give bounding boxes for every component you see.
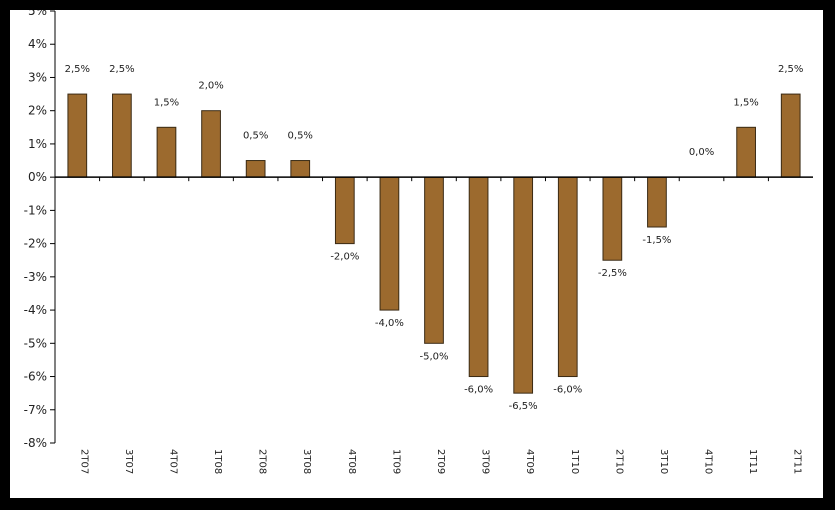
bar-2T07 — [67, 93, 88, 178]
bar-1T08 — [201, 110, 221, 178]
y-tick-label: 3% — [28, 70, 47, 84]
bars — [67, 93, 801, 394]
data-label-2T10: -2,5% — [598, 268, 627, 279]
y-tick-label: -7% — [24, 403, 47, 417]
x-tick-label-4T08: 4T08 — [346, 449, 357, 474]
bar-2T08 — [245, 160, 266, 178]
x-tick-label-2T09: 2T09 — [435, 449, 446, 474]
x-tick-label-1T10: 1T10 — [569, 449, 580, 474]
bar-3T10 — [647, 176, 667, 228]
bar-1T09 — [379, 176, 400, 311]
y-tick-label: -2% — [24, 237, 47, 251]
data-label-2T11: 2,5% — [778, 64, 803, 75]
bar-chart: 5% 4% 3% 2% 1% 0% -1% -2% -3% -4% -5% -6% -7% -8% 2,5… — [24, 10, 813, 474]
y-tick-label: 2% — [28, 104, 47, 118]
data-label-4T09: -6,5% — [509, 401, 538, 412]
data-label-2T07: 2,5% — [65, 64, 90, 75]
x-tick-label-2T08: 2T08 — [257, 449, 268, 474]
data-label-3T09: -6,0% — [464, 385, 493, 396]
x-tick-label-4T07: 4T07 — [167, 449, 178, 474]
x-tick-label-3T09: 3T09 — [480, 449, 491, 474]
y-tick-label: -4% — [24, 303, 47, 317]
y-tick-label: 5% — [28, 10, 47, 18]
bar-2T11 — [780, 93, 801, 178]
data-label-1T10: -6,0% — [553, 385, 582, 396]
x-tick-label-3T08: 3T08 — [301, 449, 312, 474]
y-tick-label: -3% — [24, 270, 47, 284]
data-label-4T07: 1,5% — [154, 97, 179, 108]
y-tick-label: -6% — [24, 370, 47, 384]
data-label-2T08: 0,5% — [243, 131, 268, 142]
bar-3T08 — [290, 160, 311, 178]
y-tick-label: 1% — [28, 137, 47, 151]
data-label-1T08: 2,0% — [198, 81, 223, 92]
y-tick-label: -1% — [24, 203, 47, 217]
bar-3T07 — [112, 93, 132, 178]
bar-2T09 — [424, 176, 444, 344]
x-tick-label-3T10: 3T10 — [658, 449, 669, 474]
bar-1T11 — [736, 126, 756, 178]
data-label-3T07: 2,5% — [109, 64, 134, 75]
y-tick-label: -8% — [24, 436, 47, 450]
data-label-4T08: -2,0% — [330, 252, 359, 263]
y-tick-label: 4% — [28, 37, 47, 51]
data-label-1T09: -4,0% — [375, 318, 404, 329]
bar-4T07 — [156, 126, 177, 178]
data-labels: 2,5% 2,5% 1,5% 2,0% 0,5% 0,5% -2,0% -4,0% -5,0% -… — [65, 64, 804, 412]
x-tick-label-2T11: 2T11 — [792, 449, 803, 474]
y-tick-label: -5% — [24, 336, 47, 350]
x-tick-label-2T10: 2T10 — [613, 449, 624, 474]
x-tick-label-4T10: 4T10 — [703, 449, 714, 474]
data-label-1T11: 1,5% — [733, 97, 758, 108]
data-label-3T08: 0,5% — [288, 131, 313, 142]
bar-4T08 — [334, 176, 355, 245]
bar-3T09 — [468, 176, 489, 378]
data-label-2T09: -5,0% — [419, 351, 448, 362]
bar-2T10 — [602, 176, 623, 261]
x-axis: 2T07 3T07 4T07 1T08 2T08 3T08 4T08 1T09 2T09 3T09… — [54, 176, 813, 474]
bar-1T10 — [557, 176, 578, 378]
x-tick-label-1T09: 1T09 — [390, 449, 401, 474]
bar-4T09 — [513, 176, 534, 394]
y-axis: 5% 4% 3% 2% 1% 0% -1% -2% -3% -4% -5% -6% -7% -8% — [24, 10, 56, 450]
x-tick-label-4T09: 4T09 — [524, 449, 535, 474]
x-tick-label-3T07: 3T07 — [123, 449, 134, 474]
x-tick-label-1T11: 1T11 — [747, 449, 758, 474]
data-label-4T10: 0,0% — [689, 147, 714, 158]
chart-frame: 5% 4% 3% 2% 1% 0% -1% -2% -3% -4% -5% -6% -7% -8% 2,5… — [10, 10, 823, 498]
data-label-3T10: -1,5% — [642, 235, 671, 246]
y-tick-label: 0% — [28, 170, 47, 184]
x-tick-label-1T08: 1T08 — [212, 449, 223, 474]
x-tick-label-2T07: 2T07 — [78, 449, 89, 474]
